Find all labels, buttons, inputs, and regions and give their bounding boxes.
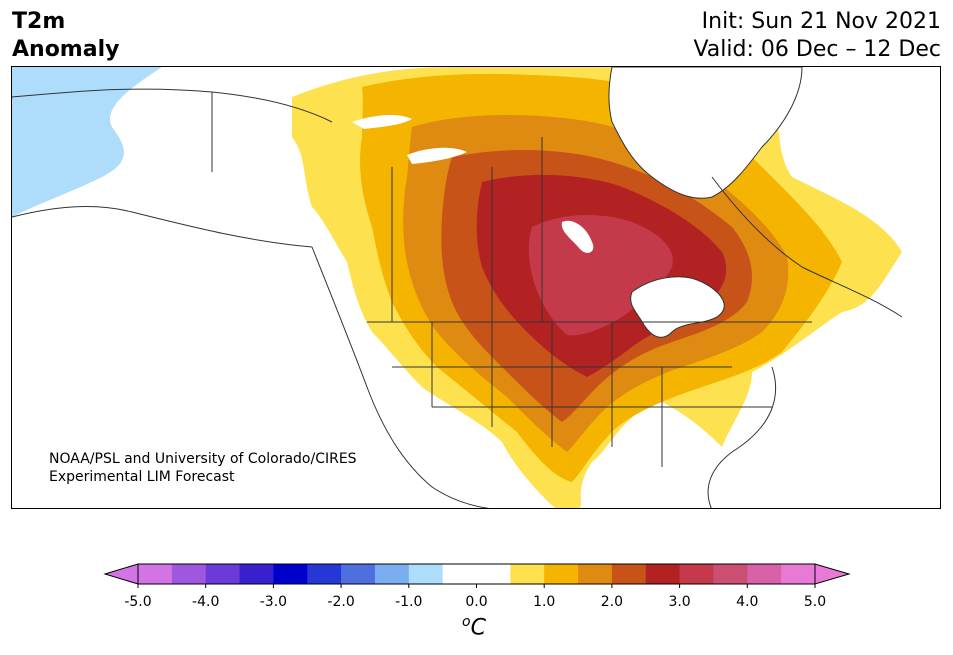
unit-celsius: C	[470, 615, 486, 641]
colorbar-tick-label: 4.0	[736, 594, 758, 610]
map-canvas	[12, 67, 903, 508]
valid-date: Valid: 06 Dec – 12 Dec	[693, 37, 941, 62]
colorbar-cell	[408, 564, 444, 584]
colorbar-cell	[747, 564, 782, 584]
credit-line-2: Experimental LIM Forecast	[49, 469, 235, 485]
colorbar-under-triangle	[103, 563, 139, 585]
colorbar-tick-label: -5.0	[124, 594, 151, 610]
anomaly-map	[11, 66, 941, 509]
colorbar-cell	[679, 564, 714, 584]
title-line-variable: T2m	[12, 9, 66, 34]
colorbar-tick-label: -1.0	[395, 594, 422, 610]
colorbar-cell	[781, 564, 816, 584]
colorbar: -5.0 -4.0 -3.0 -2.0 -1.0 0.0 1.0 2.0 3.0 4.0 5.0	[103, 563, 851, 610]
colorbar-cell	[611, 564, 647, 584]
colorbar-cell	[510, 564, 545, 584]
colorbar-cell	[138, 564, 173, 584]
init-date: Init: Sun 21 Nov 2021	[701, 9, 941, 34]
colorbar-tick-label: -2.0	[327, 594, 354, 610]
colorbar-cell	[442, 564, 477, 584]
colorbar-tick-label: 2.0	[601, 594, 623, 610]
colorbar-cell	[307, 564, 342, 584]
colorbar-cell	[374, 564, 410, 584]
cold-anomaly-alaska	[12, 67, 162, 217]
colorbar-cell	[578, 564, 613, 584]
unit-degree: o	[462, 614, 471, 630]
colorbar-cell	[205, 564, 241, 584]
colorbar-tick-label: 1.0	[533, 594, 555, 610]
colorbar-cell	[544, 564, 579, 584]
colorbar-unit: oC	[462, 614, 486, 640]
colorbar-tick-label: 0.0	[465, 594, 487, 610]
colorbar-tick-label: 3.0	[668, 594, 690, 610]
political-boundaries	[12, 88, 903, 508]
colorbar-cells	[137, 563, 816, 585]
colorbar-tick-label: 5.0	[804, 594, 826, 610]
forecast-dates: Init: Sun 21 Nov 2021 Valid: 06 Dec – 12…	[693, 8, 941, 64]
colorbar-cell	[273, 564, 308, 584]
colorbar-tick-label: -4.0	[192, 594, 219, 610]
credit-text: NOAA/PSL and University of Colorado/CIRE…	[49, 450, 357, 486]
colorbar-tick-label: -3.0	[260, 594, 287, 610]
colorbar-cell	[645, 564, 681, 584]
credit-line-1: NOAA/PSL and University of Colorado/CIRE…	[49, 451, 357, 467]
lake-winnipeg	[561, 220, 594, 253]
northern-lakes	[352, 115, 467, 164]
colorbar-over-triangle	[814, 563, 851, 585]
colorbar-cell	[713, 564, 748, 584]
colorbar-ticks: -5.0 -4.0 -3.0 -2.0 -1.0 0.0 1.0 2.0 3.0 4.0 5.0	[124, 584, 826, 610]
map-title: T2m Anomaly	[12, 8, 119, 64]
colorbar-cell	[171, 564, 207, 584]
colorbar-cell	[239, 564, 274, 584]
hudson-bay	[608, 67, 803, 199]
colorbar-cell	[476, 564, 511, 584]
title-line-anomaly: Anomaly	[12, 37, 120, 62]
colorbar-cell	[341, 564, 376, 584]
